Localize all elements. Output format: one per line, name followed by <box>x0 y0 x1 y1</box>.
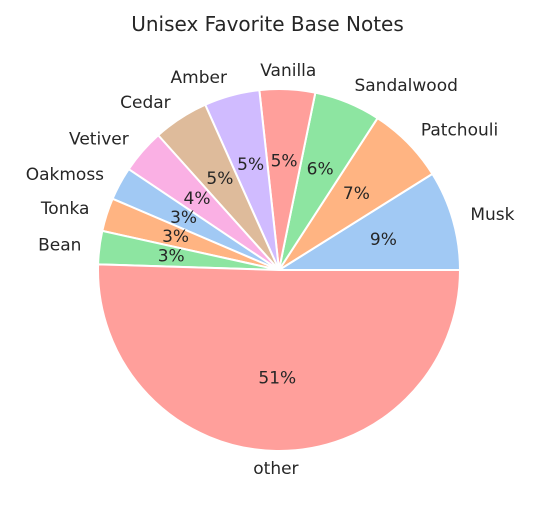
pie-percent-label: 3% <box>158 247 185 267</box>
pie-category-label: Musk <box>470 205 514 225</box>
pie-percent-label: 3% <box>162 227 189 247</box>
chart-title: Unisex Favorite Base Notes <box>131 12 404 36</box>
pie-percent-label: 7% <box>343 184 370 204</box>
pie-percent-label: 5% <box>206 169 233 189</box>
pie-category-label: Vetiver <box>69 129 129 149</box>
pie-category-label: Cedar <box>120 93 171 113</box>
pie-category-label: Oakmoss <box>26 165 104 185</box>
pie-percent-label: 4% <box>184 189 211 209</box>
pie-percent-label: 51% <box>258 369 296 389</box>
pie-percent-label: 6% <box>307 160 334 180</box>
pie-category-label: Amber <box>171 68 227 88</box>
pie-category-label: Sandalwood <box>354 76 457 96</box>
pie-percent-label: 5% <box>271 152 298 172</box>
pie-percent-label: 3% <box>170 208 197 228</box>
pie-category-label: other <box>253 459 298 479</box>
pie-slice-musk <box>278 172 461 271</box>
pie-category-label: Patchouli <box>421 120 498 140</box>
pie-percent-label: 9% <box>370 230 397 250</box>
pie-category-label: Vanilla <box>260 61 316 81</box>
pie-slice-other <box>97 263 461 452</box>
pie-category-label: Tonka <box>40 199 90 219</box>
pie-category-label: Bean <box>38 235 81 255</box>
pie-percent-label: 5% <box>237 155 264 175</box>
